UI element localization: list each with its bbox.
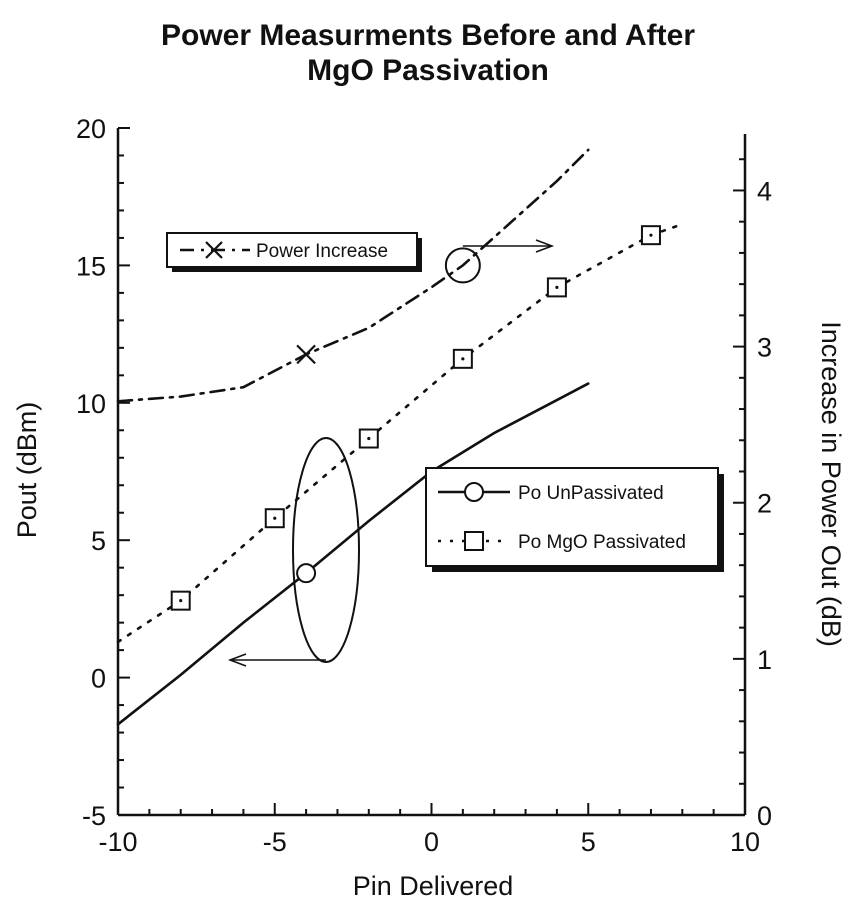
legend-marker-power-increase [205,241,223,259]
annotation-ellipse-left [292,437,360,663]
x-tick-label: 10 [730,827,760,857]
data-point-power-increase [296,344,316,365]
y-tick-label: -5 [82,801,106,831]
y2-tick-label: 4 [757,176,772,206]
annotation-circle-right [444,247,481,284]
data-point-dot-po-mgo-passivated [179,599,183,603]
legend-label-po-mgo-passivated: Po MgO Passivated [518,532,686,553]
series-line-po-unpassivated [116,382,590,726]
y-tick-label: 20 [76,114,106,144]
legend-label-power-increase: Power Increase [256,241,388,262]
x-tick-label: 0 [424,827,439,857]
data-point-po-unpassivated [296,563,317,584]
y2-tick-label: 3 [757,333,772,363]
annotation-arrowhead-right [535,239,555,253]
series-line-power-increase [116,148,590,403]
series-line-po-mgo-passivated [116,222,684,644]
y2-tick-label: 0 [757,801,772,831]
y-tick-label: 5 [91,526,106,556]
y2-axis-label: Increase in Power Out (dB) [816,321,843,647]
data-point-dot-po-mgo-passivated [273,516,277,520]
x-axis-label: Pin Delivered [353,871,514,901]
y-tick-label: 10 [76,389,106,419]
y2-tick-label: 1 [757,645,772,675]
annotation-arrowhead-left [227,653,247,667]
y-tick-label: 15 [76,251,106,281]
y-tick-label: 0 [91,664,106,694]
x-tick-label: 5 [581,827,596,857]
y2-tick-label: 2 [757,489,772,519]
legend-marker-po-mgo-passivated [464,531,484,551]
data-point-dot-po-mgo-passivated [367,436,371,441]
x-tick-label: -10 [98,827,137,857]
legend-label-po-unpassivated: Po UnPassivated [518,483,664,504]
x-tick-label: -5 [263,827,287,857]
data-point-dot-po-mgo-passivated [555,285,559,289]
y-axis-label: Pout (dBm) [12,402,42,539]
legend-box [166,232,418,268]
legend-marker-po-unpassivated [464,482,484,502]
data-point-dot-po-mgo-passivated [461,357,465,361]
data-point-dot-po-mgo-passivated [649,233,653,237]
chart-title-line-2: MgO Passivation [307,54,549,87]
chart-title-line-1: Power Measurments Before and After [161,19,695,52]
